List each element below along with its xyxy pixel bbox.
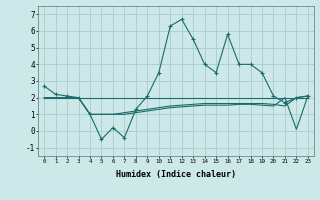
X-axis label: Humidex (Indice chaleur): Humidex (Indice chaleur): [116, 170, 236, 179]
